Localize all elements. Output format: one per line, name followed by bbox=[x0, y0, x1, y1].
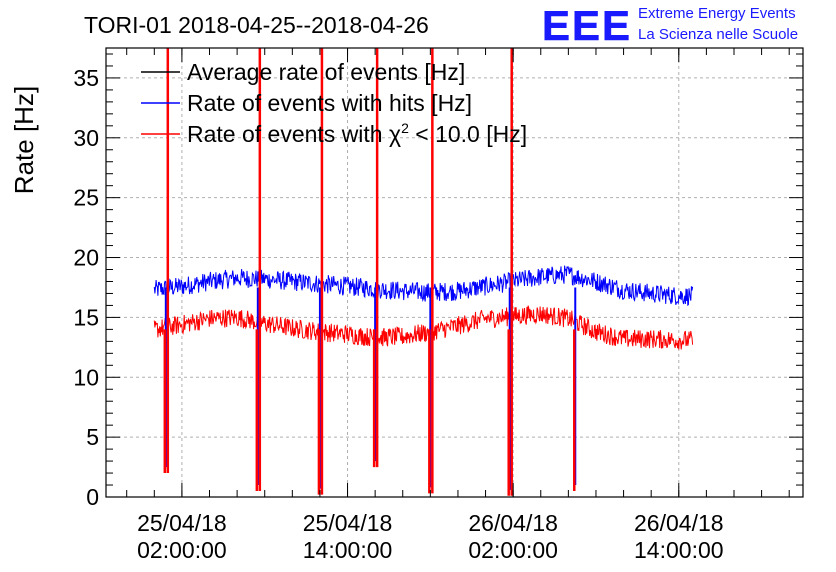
grid bbox=[106, 48, 803, 497]
org-name: Extreme Energy Events bbox=[638, 5, 796, 22]
y-tick-label: 30 bbox=[73, 125, 99, 151]
y-tick-label: 15 bbox=[73, 304, 99, 330]
legend-label-chi2-sup: 2 bbox=[401, 120, 409, 136]
x-tick-date: 26/04/18 bbox=[634, 510, 724, 536]
legend: Average rate of events [Hz] Rate of even… bbox=[141, 59, 527, 147]
x-tick-date: 25/04/18 bbox=[137, 510, 227, 536]
legend-label-hits: Rate of events with hits [Hz] bbox=[187, 90, 472, 116]
y-tick-label: 10 bbox=[73, 364, 99, 390]
y-axis-label: Rate [Hz] bbox=[9, 86, 39, 194]
legend-label-average: Average rate of events [Hz] bbox=[187, 59, 465, 85]
x-tick-time: 14:00:00 bbox=[303, 537, 393, 563]
series-line bbox=[153, 305, 694, 350]
y-tick-label: 35 bbox=[73, 65, 99, 91]
axes: 0510152025303525/04/1802:00:0025/04/1814… bbox=[73, 47, 804, 563]
legend-label-chi2: Rate of events with χ2 < 10.0 [Hz] bbox=[187, 120, 527, 147]
x-tick-time: 14:00:00 bbox=[634, 537, 724, 563]
legend-label-chi2-main: Rate of events with χ bbox=[187, 121, 401, 147]
chart-title: TORI-01 2018-04-25--2018-04-26 bbox=[84, 12, 429, 38]
y-tick-label: 25 bbox=[73, 185, 99, 211]
x-tick-date: 25/04/18 bbox=[303, 510, 393, 536]
series-lines bbox=[153, 265, 694, 350]
x-tick-time: 02:00:00 bbox=[137, 537, 227, 563]
x-tick-date: 26/04/18 bbox=[468, 510, 558, 536]
rate-dips bbox=[163, 48, 577, 496]
series-line bbox=[153, 265, 694, 307]
y-tick-label: 0 bbox=[86, 484, 99, 510]
plot-frame bbox=[105, 47, 804, 498]
y-tick-label: 20 bbox=[73, 245, 99, 271]
legend-label-chi2-tail: < 10.0 [Hz] bbox=[409, 121, 527, 147]
eee-logo: EEE bbox=[542, 2, 632, 49]
org-subtitle: La Scienza nelle Scuole bbox=[638, 26, 798, 43]
x-tick-time: 02:00:00 bbox=[468, 537, 558, 563]
y-tick-label: 5 bbox=[86, 424, 99, 450]
